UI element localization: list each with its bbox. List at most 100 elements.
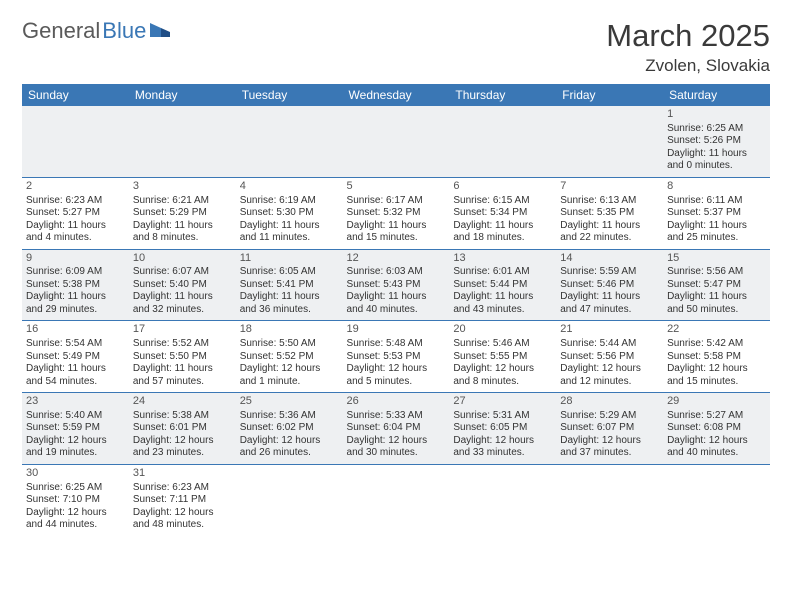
cell-line: Daylight: 11 hours — [667, 291, 766, 304]
cell-line: and 8 minutes. — [133, 232, 232, 245]
calendar-cell: 29Sunrise: 5:27 AMSunset: 6:08 PMDayligh… — [663, 393, 770, 465]
cell-line: Sunset: 5:44 PM — [453, 279, 552, 292]
day-number: 26 — [347, 395, 446, 409]
cell-line: and 40 minutes. — [347, 304, 446, 317]
cell-line: and 54 minutes. — [26, 376, 125, 389]
cell-line: Sunrise: 5:46 AM — [453, 338, 552, 351]
cell-line: Sunrise: 6:09 AM — [26, 266, 125, 279]
cell-line: Sunrise: 5:31 AM — [453, 410, 552, 423]
cell-line: Sunset: 5:41 PM — [240, 279, 339, 292]
day-number: 6 — [453, 180, 552, 194]
cell-line: Sunrise: 6:05 AM — [240, 266, 339, 279]
cell-line: and 40 minutes. — [667, 447, 766, 460]
cell-line: Sunset: 6:01 PM — [133, 422, 232, 435]
day-number: 17 — [133, 323, 232, 337]
day-header: Monday — [129, 84, 236, 106]
calendar-cell: 17Sunrise: 5:52 AMSunset: 5:50 PMDayligh… — [129, 321, 236, 393]
cell-line: Daylight: 12 hours — [667, 363, 766, 376]
day-number: 8 — [667, 180, 766, 194]
cell-line: Daylight: 12 hours — [453, 363, 552, 376]
day-number: 14 — [560, 252, 659, 266]
cell-line: Sunrise: 6:03 AM — [347, 266, 446, 279]
cell-line: Daylight: 11 hours — [26, 363, 125, 376]
day-number: 27 — [453, 395, 552, 409]
day-number: 1 — [667, 108, 766, 122]
logo-text-blue: Blue — [102, 18, 146, 44]
cell-line: Daylight: 12 hours — [453, 435, 552, 448]
cell-line: Sunset: 5:29 PM — [133, 207, 232, 220]
cell-line: Sunrise: 5:42 AM — [667, 338, 766, 351]
calendar-cell — [343, 106, 450, 177]
calendar-cell: 12Sunrise: 6:03 AMSunset: 5:43 PMDayligh… — [343, 249, 450, 321]
cell-line: Sunset: 5:58 PM — [667, 351, 766, 364]
cell-line: Sunrise: 6:19 AM — [240, 195, 339, 208]
cell-line: Daylight: 11 hours — [26, 291, 125, 304]
calendar-body: 1Sunrise: 6:25 AMSunset: 5:26 PMDaylight… — [22, 106, 770, 536]
cell-line: Sunrise: 5:52 AM — [133, 338, 232, 351]
cell-line: Daylight: 11 hours — [667, 220, 766, 233]
cell-line: and 23 minutes. — [133, 447, 232, 460]
cell-line: Sunrise: 6:23 AM — [26, 195, 125, 208]
calendar-cell: 19Sunrise: 5:48 AMSunset: 5:53 PMDayligh… — [343, 321, 450, 393]
cell-line: Sunrise: 6:25 AM — [26, 482, 125, 495]
cell-line: Daylight: 12 hours — [667, 435, 766, 448]
calendar-cell — [556, 464, 663, 535]
cell-line: and 1 minute. — [240, 376, 339, 389]
cell-line: Sunset: 5:50 PM — [133, 351, 232, 364]
header-row: GeneralBlue March 2025 Zvolen, Slovakia — [22, 18, 770, 76]
calendar-cell: 26Sunrise: 5:33 AMSunset: 6:04 PMDayligh… — [343, 393, 450, 465]
day-number: 24 — [133, 395, 232, 409]
day-number: 15 — [667, 252, 766, 266]
day-number: 7 — [560, 180, 659, 194]
cell-line: Sunset: 6:07 PM — [560, 422, 659, 435]
calendar-cell — [343, 464, 450, 535]
cell-line: and 50 minutes. — [667, 304, 766, 317]
cell-line: and 47 minutes. — [560, 304, 659, 317]
cell-line: Sunset: 5:52 PM — [240, 351, 339, 364]
cell-line: Sunset: 5:46 PM — [560, 279, 659, 292]
cell-line: Daylight: 11 hours — [133, 291, 232, 304]
cell-line: Daylight: 12 hours — [347, 363, 446, 376]
calendar-cell: 23Sunrise: 5:40 AMSunset: 5:59 PMDayligh… — [22, 393, 129, 465]
day-number: 23 — [26, 395, 125, 409]
calendar-cell: 8Sunrise: 6:11 AMSunset: 5:37 PMDaylight… — [663, 177, 770, 249]
day-number: 28 — [560, 395, 659, 409]
cell-line: Daylight: 12 hours — [133, 507, 232, 520]
cell-line: Sunrise: 5:38 AM — [133, 410, 232, 423]
cell-line: Daylight: 11 hours — [560, 291, 659, 304]
cell-line: Daylight: 12 hours — [26, 435, 125, 448]
cell-line: Sunset: 6:08 PM — [667, 422, 766, 435]
day-number: 11 — [240, 252, 339, 266]
cell-line: Sunrise: 5:56 AM — [667, 266, 766, 279]
cell-line: and 36 minutes. — [240, 304, 339, 317]
day-number: 25 — [240, 395, 339, 409]
cell-line: Sunrise: 6:15 AM — [453, 195, 552, 208]
day-number: 30 — [26, 467, 125, 481]
calendar-cell — [129, 106, 236, 177]
day-number: 13 — [453, 252, 552, 266]
calendar-header: SundayMondayTuesdayWednesdayThursdayFrid… — [22, 84, 770, 106]
title-block: March 2025 Zvolen, Slovakia — [606, 18, 770, 76]
cell-line: Sunset: 5:27 PM — [26, 207, 125, 220]
cell-line: and 32 minutes. — [133, 304, 232, 317]
calendar-row: 30Sunrise: 6:25 AMSunset: 7:10 PMDayligh… — [22, 464, 770, 535]
day-number: 12 — [347, 252, 446, 266]
cell-line: and 30 minutes. — [347, 447, 446, 460]
cell-line: and 26 minutes. — [240, 447, 339, 460]
logo-text-general: General — [22, 18, 100, 44]
cell-line: Daylight: 11 hours — [133, 363, 232, 376]
cell-line: and 4 minutes. — [26, 232, 125, 245]
cell-line: Sunrise: 6:13 AM — [560, 195, 659, 208]
cell-line: and 15 minutes. — [667, 376, 766, 389]
cell-line: Sunset: 5:32 PM — [347, 207, 446, 220]
calendar-cell: 14Sunrise: 5:59 AMSunset: 5:46 PMDayligh… — [556, 249, 663, 321]
calendar-cell: 3Sunrise: 6:21 AMSunset: 5:29 PMDaylight… — [129, 177, 236, 249]
location-label: Zvolen, Slovakia — [606, 56, 770, 76]
cell-line: Sunset: 7:11 PM — [133, 494, 232, 507]
calendar-row: 23Sunrise: 5:40 AMSunset: 5:59 PMDayligh… — [22, 393, 770, 465]
cell-line: Daylight: 12 hours — [133, 435, 232, 448]
day-header: Saturday — [663, 84, 770, 106]
cell-line: Daylight: 11 hours — [453, 291, 552, 304]
day-header: Friday — [556, 84, 663, 106]
cell-line: Sunrise: 6:17 AM — [347, 195, 446, 208]
